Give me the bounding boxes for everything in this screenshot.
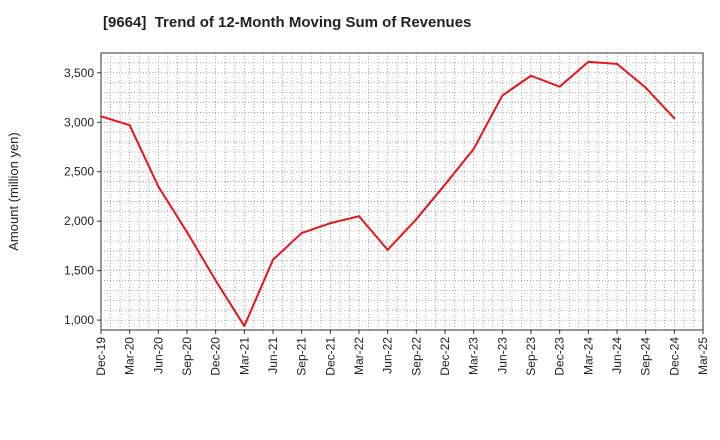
- data-point: [300, 232, 303, 235]
- data-point: [673, 117, 676, 120]
- x-tick-label: Sep-22: [409, 337, 423, 376]
- data-point: [616, 62, 618, 65]
- data-point: [186, 231, 188, 234]
- x-tick-label: Dec-22: [438, 337, 452, 376]
- x-tick-label: Mar-24: [581, 337, 595, 375]
- x-tick-label: Dec-21: [323, 337, 337, 376]
- x-tick-label: Jun-22: [381, 337, 395, 374]
- x-tick-label: Sep-24: [639, 337, 653, 376]
- data-point: [472, 147, 475, 150]
- x-tick-label: Dec-24: [667, 337, 681, 376]
- grid: [101, 53, 703, 330]
- y-axis-ticks: 1,000 1,500 2,000 2,500 3,000 3,500: [64, 66, 101, 327]
- data-point: [415, 218, 418, 221]
- data-point: [272, 258, 274, 261]
- data-point: [558, 85, 561, 88]
- x-tick-label: Mar-25: [696, 337, 710, 375]
- y-tick-label: 3,000: [64, 115, 94, 129]
- x-tick-label: Mar-22: [352, 337, 366, 375]
- x-tick-label: Jun-23: [495, 337, 509, 374]
- x-tick-label: Jun-24: [610, 337, 624, 374]
- x-tick-label: Dec-20: [209, 337, 223, 376]
- y-tick-label: 1,000: [64, 313, 94, 327]
- y-axis-title: Amount (million yen): [6, 132, 21, 251]
- x-tick-label: Mar-21: [237, 337, 251, 375]
- y-tick-label: 3,500: [64, 66, 94, 80]
- x-tick-label: Jun-21: [266, 337, 280, 374]
- x-tick-label: Mar-20: [123, 337, 137, 375]
- data-point: [243, 325, 246, 328]
- x-axis-ticks: Dec-19 Mar-20 Jun-20 Sep-20 Dec-20 Mar-21 Jun-…: [94, 330, 710, 376]
- x-tick-label: Sep-21: [295, 337, 309, 376]
- x-tick-label: Sep-20: [180, 337, 194, 376]
- data-point: [358, 215, 360, 218]
- y-tick-label: 2,500: [64, 165, 94, 179]
- data-point: [100, 115, 102, 118]
- x-tick-label: Dec-19: [94, 337, 108, 376]
- x-tick-label: Jun-20: [151, 337, 165, 374]
- x-tick-label: Sep-23: [524, 337, 538, 376]
- x-tick-label: Mar-23: [467, 337, 481, 375]
- chart-title: [9664] Trend of 12-Month Moving Sum of R…: [103, 14, 472, 31]
- data-point: [530, 74, 532, 77]
- data-point: [157, 185, 160, 188]
- data-point: [501, 94, 504, 97]
- x-tick-label: Dec-23: [553, 337, 567, 376]
- data-point: [644, 86, 647, 89]
- data-point: [128, 124, 131, 127]
- data-point: [587, 60, 590, 63]
- data-point: [386, 248, 389, 251]
- plot-frame: [100, 52, 704, 331]
- series-layer: [100, 60, 676, 328]
- y-tick-label: 2,000: [64, 214, 94, 228]
- data-point: [214, 279, 217, 282]
- y-tick-label: 1,500: [64, 264, 94, 278]
- data-point: [444, 183, 446, 186]
- data-point: [329, 222, 332, 225]
